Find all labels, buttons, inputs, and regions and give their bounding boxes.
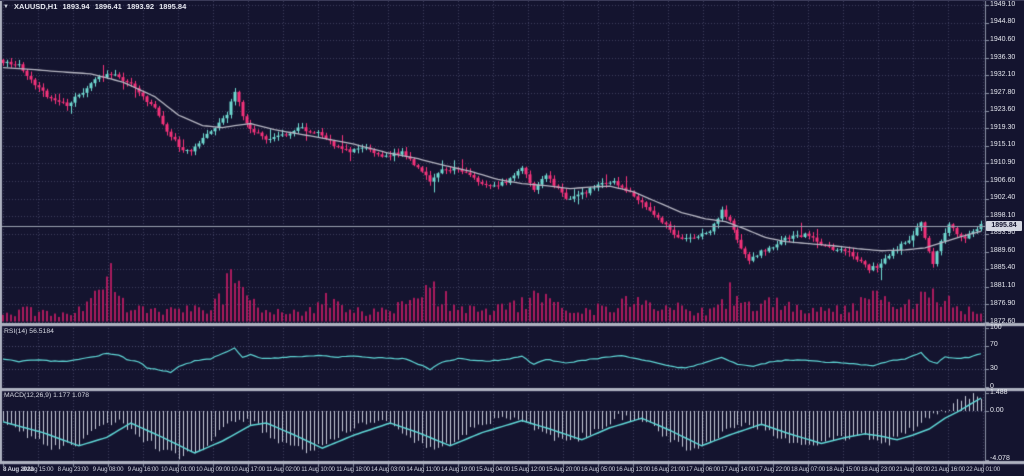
current-price-tag: 1895.84 [986,220,1022,231]
